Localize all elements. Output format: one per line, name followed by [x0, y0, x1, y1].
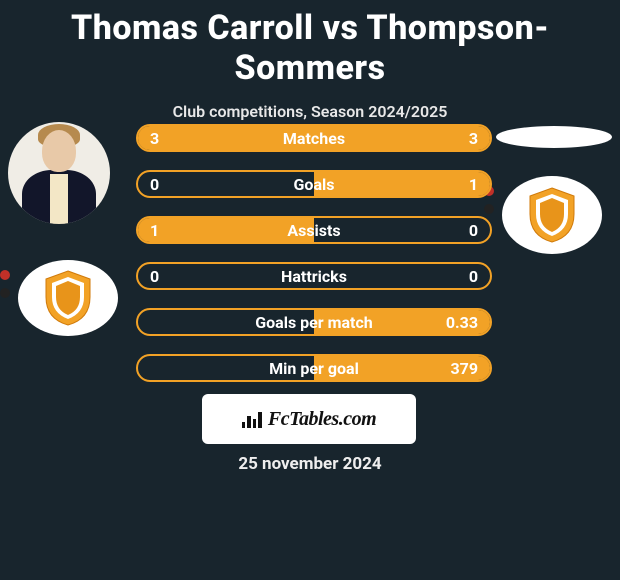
- avatar-stripe: [50, 174, 68, 224]
- stat-value-right: 0.33: [446, 313, 478, 332]
- club-right-crest: [502, 176, 602, 254]
- stat-label: Goals: [294, 175, 335, 194]
- stat-value-left: 1: [150, 221, 159, 240]
- shield-icon: [42, 269, 94, 327]
- player-right-avatar: [496, 126, 612, 148]
- stat-row: Min per goal 379: [136, 354, 492, 382]
- stat-value-right: 3: [469, 129, 478, 148]
- page-title: Thomas Carroll vs Thompson-Sommers: [0, 0, 620, 88]
- source-badge: FcTables.com: [202, 394, 416, 444]
- stat-value-right: 0: [469, 221, 478, 240]
- stat-value-right: 379: [450, 359, 478, 378]
- stat-row: 0 Hattricks 0: [136, 262, 492, 290]
- avatar-head: [42, 130, 76, 172]
- stat-label: Hattricks: [281, 267, 347, 286]
- stat-label: Assists: [287, 221, 340, 240]
- barchart-icon: [242, 410, 262, 428]
- source-brand: FcTables.com: [268, 408, 376, 431]
- stat-label: Goals per match: [255, 313, 373, 332]
- stat-value-left: 0: [150, 267, 159, 286]
- stat-row: 0 Goals 1: [136, 170, 492, 198]
- stat-label: Min per goal: [269, 359, 359, 378]
- stat-fill-right: [314, 172, 490, 196]
- player-left-avatar: [8, 122, 110, 224]
- crest-dots-icon: [0, 270, 10, 280]
- snapshot-date: 25 november 2024: [0, 454, 620, 474]
- stats-table: 3 Matches 3 0 Goals 1 1 Assists 0 0 Hatt…: [136, 124, 492, 400]
- stat-row: 3 Matches 3: [136, 124, 492, 152]
- stat-value-left: 0: [150, 175, 159, 194]
- stat-value-left: 3: [150, 129, 159, 148]
- shield-icon: [526, 186, 578, 244]
- stat-value-right: 0: [469, 267, 478, 286]
- stat-value-right: 1: [469, 175, 478, 194]
- stat-row: 1 Assists 0: [136, 216, 492, 244]
- stat-label: Matches: [283, 129, 345, 148]
- page-subtitle: Club competitions, Season 2024/2025: [0, 102, 620, 121]
- stat-row: Goals per match 0.33: [136, 308, 492, 336]
- club-left-crest: [18, 260, 118, 336]
